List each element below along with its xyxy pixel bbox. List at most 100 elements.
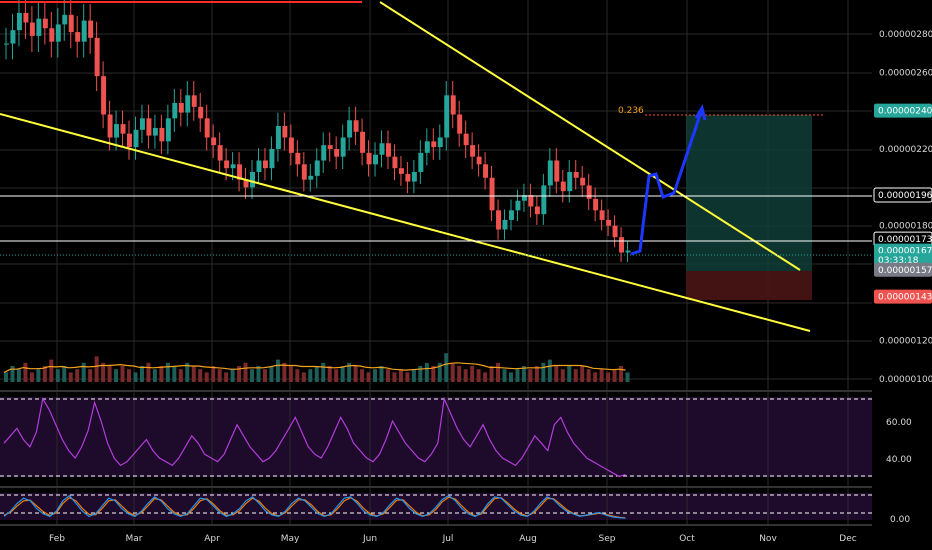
time-axis-label: Mar xyxy=(126,534,143,544)
upper-trendline[interactable] xyxy=(379,1,801,271)
candle-body xyxy=(295,152,301,165)
candle-body xyxy=(580,177,586,186)
rsi-panel-background xyxy=(0,397,872,477)
rsi-line xyxy=(3,396,626,478)
time-axis-label: Apr xyxy=(204,534,220,544)
candle-body xyxy=(172,103,178,119)
volume-bar xyxy=(185,362,190,382)
volume-bar xyxy=(437,362,442,382)
volume-bar xyxy=(360,369,365,382)
price-axis-label: 0.00000280 xyxy=(879,30,932,40)
volume-bar xyxy=(101,362,106,382)
stoch-d-line xyxy=(3,496,626,519)
candle-body xyxy=(29,22,35,36)
candle-body xyxy=(385,143,391,157)
candle-body xyxy=(424,141,430,153)
volume-bar xyxy=(68,372,73,382)
candle-body xyxy=(515,200,521,211)
candle-body xyxy=(586,185,592,199)
candle-body xyxy=(547,160,553,186)
volume-bar xyxy=(4,372,8,382)
forecast-arrowhead xyxy=(694,104,707,121)
candle-body xyxy=(599,210,605,220)
candle-body xyxy=(204,118,210,138)
volume-bar xyxy=(547,359,552,382)
forecast-path[interactable] xyxy=(630,111,703,256)
volume-bar xyxy=(502,369,507,382)
lower-trendline[interactable] xyxy=(0,113,811,332)
price-axis-labels: 0.00000280 0.00000260 0.00000220 0.00000180… xyxy=(879,30,932,385)
candle-body xyxy=(81,20,87,42)
time-axis-label: May xyxy=(281,534,300,544)
candle-body xyxy=(489,177,495,211)
volume-bar xyxy=(165,362,170,382)
candle-body xyxy=(470,145,476,157)
volume-bar xyxy=(243,362,248,382)
candle-body xyxy=(508,210,514,220)
candle-body xyxy=(463,133,469,146)
price-tag xyxy=(874,289,932,304)
candle-body xyxy=(366,152,372,165)
volume-bar xyxy=(606,372,611,382)
candle-body xyxy=(502,219,508,230)
candle-body xyxy=(288,137,294,153)
candle-body xyxy=(62,14,68,25)
candle-body xyxy=(23,12,29,23)
price-axis-label: 0.00000100 xyxy=(879,375,932,385)
volume-bar xyxy=(107,366,112,382)
volume-bar xyxy=(191,366,196,382)
candle-body xyxy=(178,103,184,113)
volume-bar xyxy=(450,362,455,382)
volume-bar xyxy=(295,369,300,382)
candle-body xyxy=(554,160,560,182)
candle-body xyxy=(411,172,417,182)
volume-bar xyxy=(23,362,28,382)
volume-bar xyxy=(444,353,449,382)
candle-body xyxy=(107,114,113,138)
candle-body xyxy=(36,18,42,36)
volume-bar xyxy=(560,369,565,382)
volume-bar xyxy=(599,369,604,382)
time-axis-label: Jul xyxy=(442,534,454,544)
volume-bar xyxy=(75,369,80,382)
volume-bar xyxy=(457,366,462,382)
volume-bar xyxy=(204,372,209,382)
volume-bar xyxy=(476,369,481,382)
candle-body xyxy=(392,156,398,169)
candle-body xyxy=(619,237,625,253)
volume-bar xyxy=(36,369,41,382)
volume-bar xyxy=(573,369,578,382)
volume-bar xyxy=(10,366,15,382)
candle-body xyxy=(146,118,152,136)
price-tag-label: 0.00000196 xyxy=(878,191,932,201)
price-tag-label: 0.00000240 xyxy=(878,107,932,117)
time-axis-label: Aug xyxy=(519,534,537,544)
volume-bar xyxy=(580,366,585,382)
volume-bar xyxy=(133,372,138,382)
candle-body xyxy=(625,250,631,253)
price-tag-label: 0.00000157 xyxy=(878,266,932,276)
volume-ma-line xyxy=(3,362,626,373)
stoch-axis-label: 0.00 xyxy=(890,515,910,525)
volume-bar xyxy=(625,372,630,382)
volume-bar xyxy=(373,369,378,382)
volume-bar xyxy=(554,366,559,382)
candle-body xyxy=(373,154,379,165)
volume-bar xyxy=(521,366,526,382)
volume-bar xyxy=(398,369,403,382)
volume-bar xyxy=(528,369,533,382)
volume-bar xyxy=(470,366,475,382)
candle-body xyxy=(127,133,132,148)
volume-bar xyxy=(301,372,306,382)
price-axis-label: 0.00000180 xyxy=(879,222,932,232)
candle-body xyxy=(528,195,534,207)
volume-bar xyxy=(405,372,410,382)
volume-bar xyxy=(172,366,177,382)
price-tag-label: 03:33:18 xyxy=(878,256,919,266)
volume-series xyxy=(3,353,630,382)
volume-bar xyxy=(282,362,287,382)
candle-body xyxy=(256,160,262,172)
volume-bar xyxy=(347,362,352,382)
candle-body xyxy=(230,164,236,169)
